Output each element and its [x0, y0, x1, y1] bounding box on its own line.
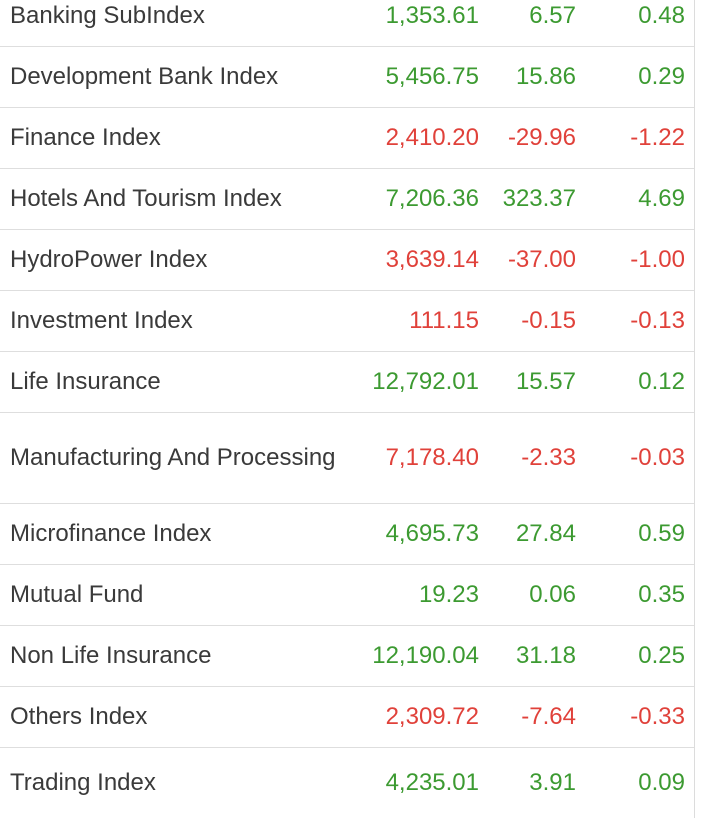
index-change: -29.96 — [507, 124, 576, 151]
index-value: 3,639.14 — [385, 246, 479, 273]
index-percent-change: -0.03 — [630, 444, 685, 471]
index-value: 4,695.73 — [385, 520, 479, 547]
index-value: 12,792.01 — [372, 368, 479, 395]
index-percent-change: 0.12 — [638, 368, 685, 395]
index-name: Microfinance Index — [10, 520, 212, 547]
table-row[interactable]: HydroPower Index 3,639.14 -37.00 -1.00 — [0, 230, 694, 291]
table-row[interactable]: Others Index 2,309.72 -7.64 -0.33 — [0, 687, 694, 748]
index-percent-change: -1.00 — [630, 246, 685, 273]
table-row[interactable]: Development Bank Index 5,456.75 15.86 0.… — [0, 47, 694, 108]
index-change: -37.00 — [507, 246, 576, 273]
table-row[interactable]: Mutual Fund 19.23 0.06 0.35 — [0, 565, 694, 626]
table-row[interactable]: Non Life Insurance 12,190.04 31.18 0.25 — [0, 626, 694, 687]
index-change: 6.57 — [529, 2, 576, 29]
index-value: 7,178.40 — [385, 444, 479, 471]
table-row[interactable]: Hotels And Tourism Index 7,206.36 323.37… — [0, 169, 694, 230]
index-percent-change: -1.22 — [630, 124, 685, 151]
index-value: 5,456.75 — [385, 63, 479, 90]
index-percent-change: 0.29 — [638, 63, 685, 90]
index-change: 31.18 — [515, 642, 576, 669]
index-name: Hotels And Tourism Index — [10, 185, 282, 212]
index-change: 27.84 — [515, 520, 576, 547]
index-name: Banking SubIndex — [10, 2, 205, 29]
index-percent-change: -0.33 — [630, 703, 685, 730]
index-name: Investment Index — [10, 307, 193, 334]
index-change: 15.86 — [515, 63, 576, 90]
index-percent-change: 0.48 — [638, 2, 685, 29]
index-percent-change: 0.59 — [638, 520, 685, 547]
index-value: 111.15 — [409, 307, 479, 334]
table-row[interactable]: Trading Index 4,235.01 3.91 0.09 — [0, 748, 694, 818]
index-value: 7,206.36 — [385, 185, 479, 212]
index-name: Manufacturing And Processing — [10, 444, 336, 471]
table-row[interactable]: Banking SubIndex 1,353.61 6.57 0.48 — [0, 0, 694, 47]
table-row[interactable]: Investment Index 111.15 -0.15 -0.13 — [0, 291, 694, 352]
index-value: 19.23 — [418, 581, 479, 608]
index-percent-change: 0.25 — [638, 642, 685, 669]
index-change: -2.33 — [521, 444, 576, 471]
index-name: Development Bank Index — [10, 63, 279, 90]
index-name: Trading Index — [10, 769, 156, 796]
index-change: 3.91 — [529, 769, 576, 796]
index-change: 323.37 — [502, 185, 576, 212]
index-name: Finance Index — [10, 124, 161, 151]
index-change: 0.06 — [529, 581, 576, 608]
index-name: Mutual Fund — [10, 581, 144, 608]
table-row[interactable]: Life Insurance 12,792.01 15.57 0.12 — [0, 352, 694, 413]
index-value: 2,309.72 — [385, 703, 479, 730]
index-change: -7.64 — [521, 703, 576, 730]
table-row[interactable]: Finance Index 2,410.20 -29.96 -1.22 — [0, 108, 694, 169]
table-row[interactable]: Microfinance Index 4,695.73 27.84 0.59 — [0, 504, 694, 565]
index-change: 15.57 — [515, 368, 576, 395]
table-row[interactable]: Manufacturing And Processing 7,178.40 -2… — [0, 413, 694, 504]
index-value: 4,235.01 — [385, 769, 479, 796]
index-value: 12,190.04 — [372, 642, 479, 669]
index-name: Others Index — [10, 703, 148, 730]
index-name: Life Insurance — [10, 368, 161, 395]
index-name: Non Life Insurance — [10, 642, 212, 669]
index-percent-change: -0.13 — [630, 307, 685, 334]
index-value: 2,410.20 — [385, 124, 479, 151]
index-name: HydroPower Index — [10, 246, 208, 273]
index-percent-change: 0.09 — [638, 769, 685, 796]
index-percent-change: 0.35 — [638, 581, 685, 608]
index-percent-change: 4.69 — [638, 185, 685, 212]
index-change: -0.15 — [521, 307, 576, 334]
index-value: 1,353.61 — [385, 2, 479, 29]
